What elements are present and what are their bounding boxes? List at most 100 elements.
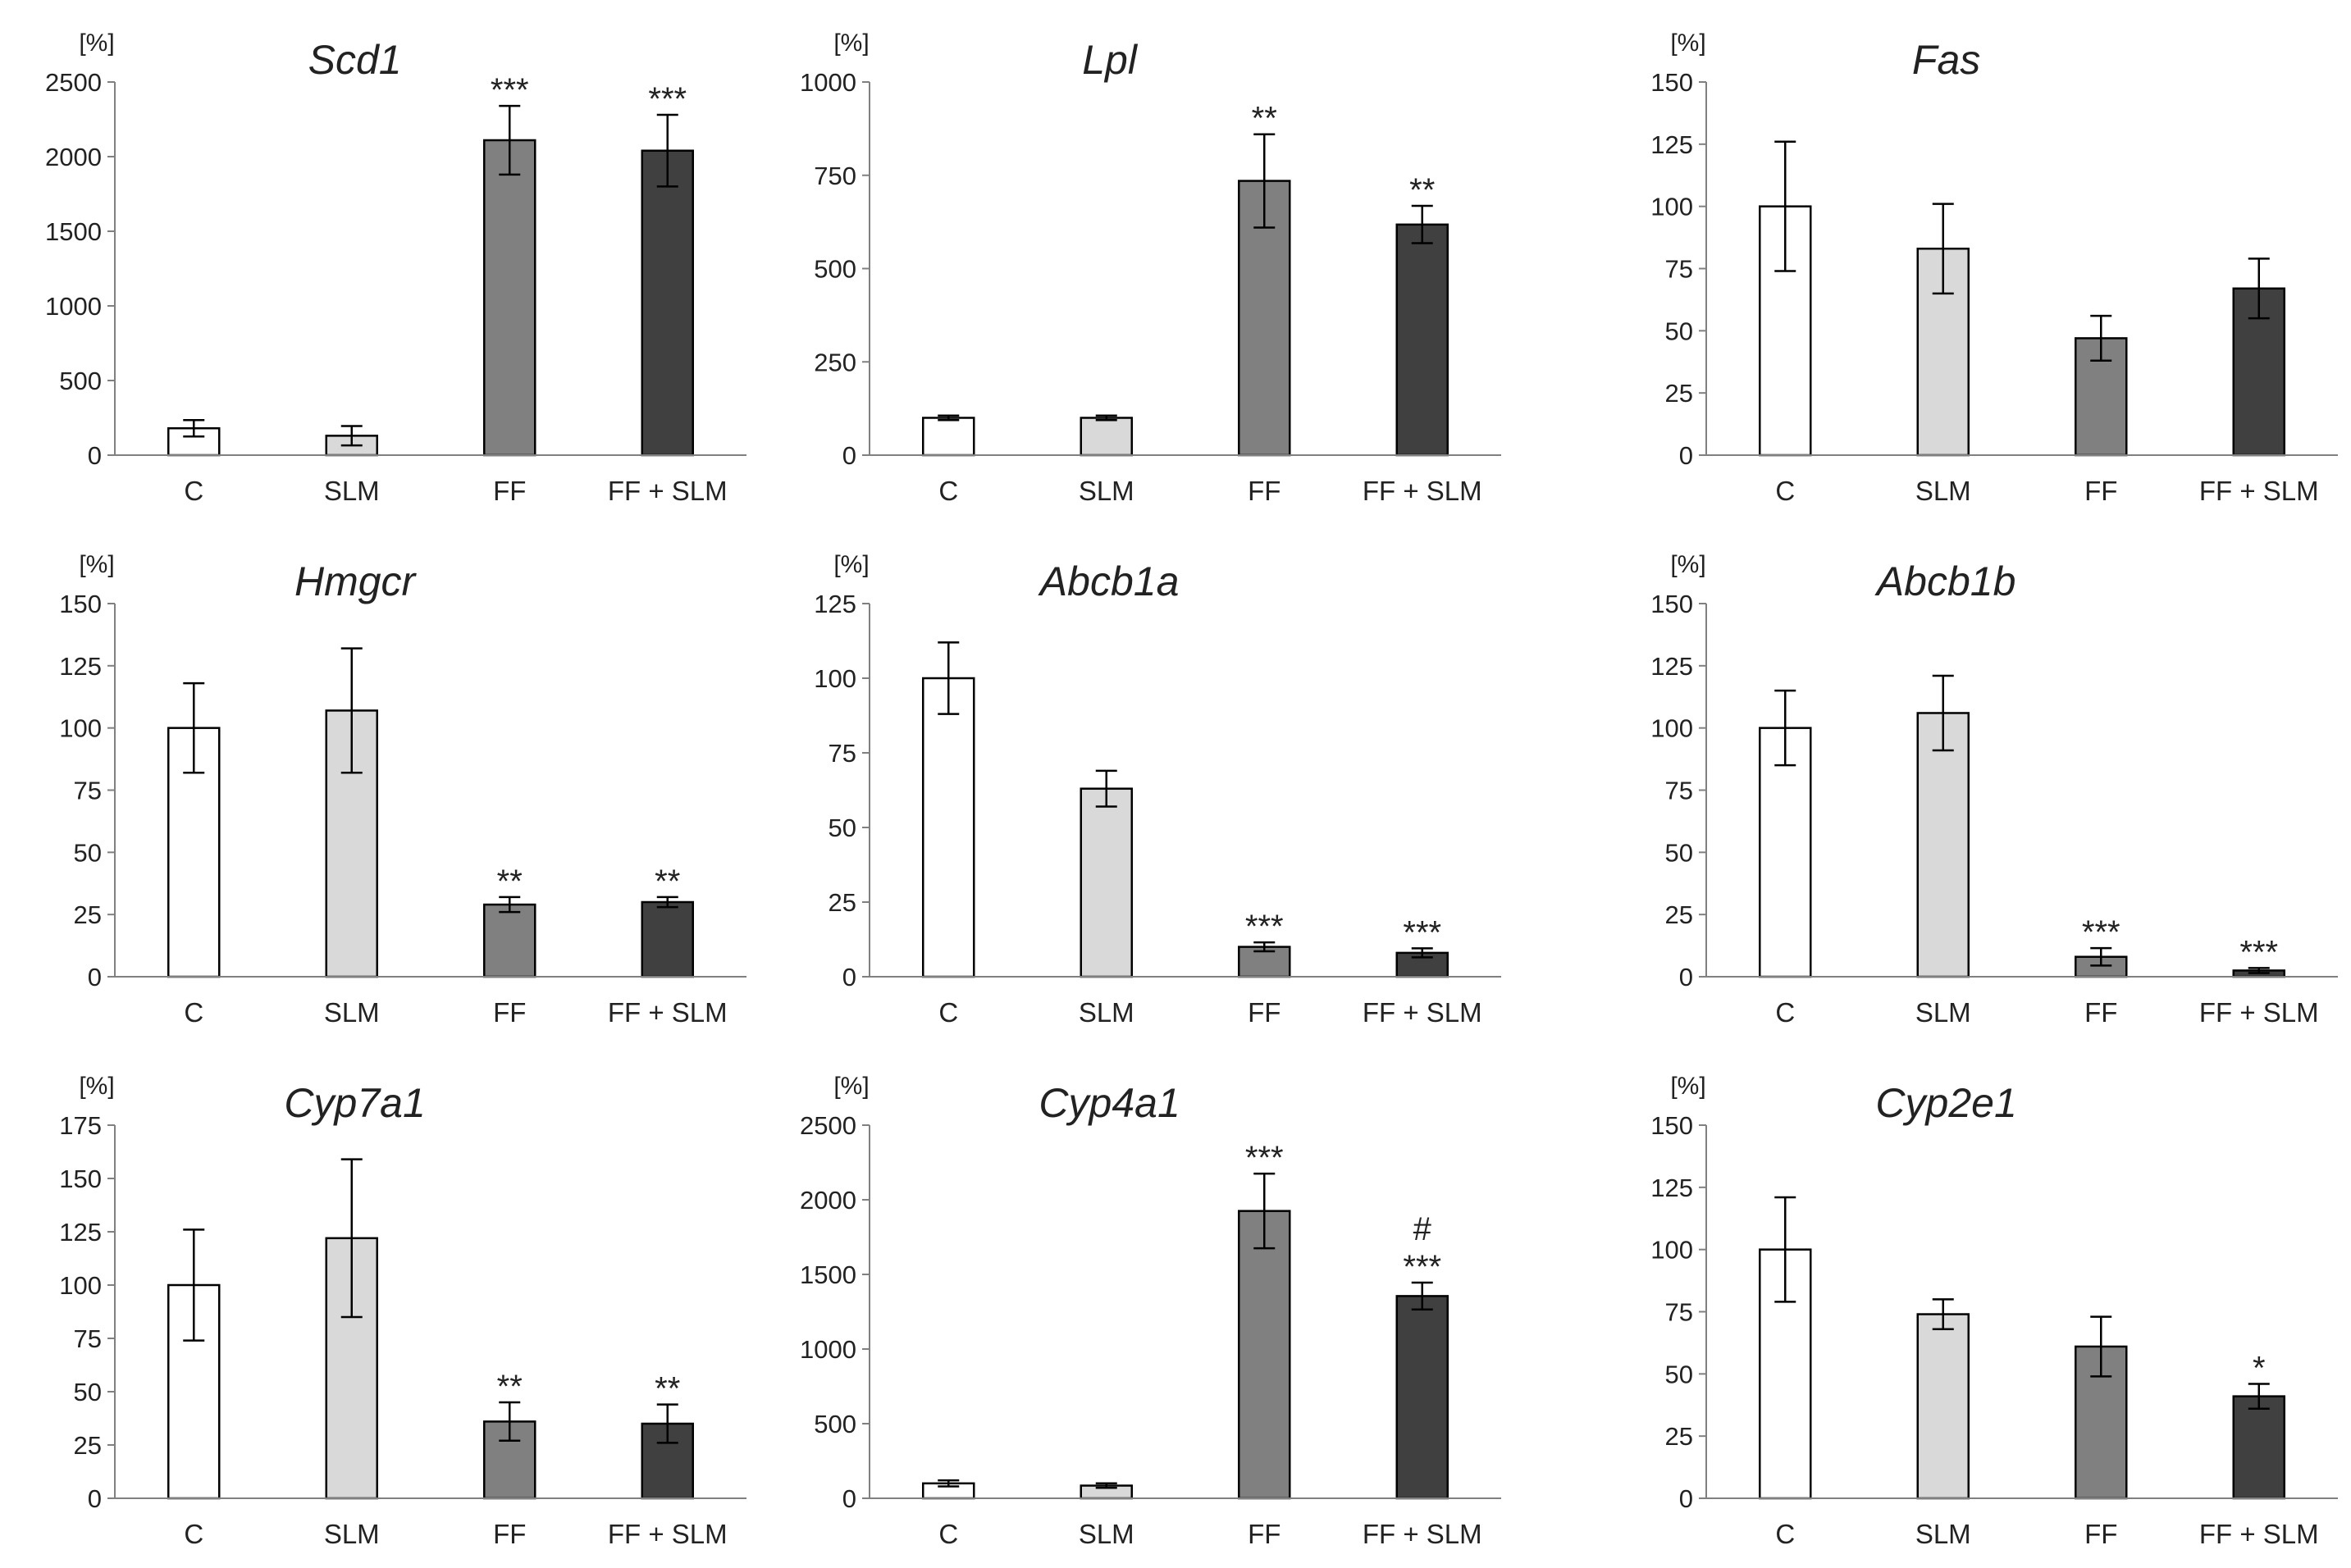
y-tick-label: 75 <box>74 777 102 805</box>
y-tick-label: 25 <box>829 888 856 917</box>
bar <box>483 139 536 457</box>
x-category-label: C <box>184 1519 203 1549</box>
chart-panel-fas: Fas [%] 0 25 50 75 100 125 150 C SLM FF FF + SLM <box>1650 30 2338 506</box>
bar <box>167 1283 221 1500</box>
x-category-label: C <box>1775 1519 1795 1549</box>
y-tick-label: 75 <box>829 739 856 768</box>
bar <box>1238 1210 1291 1500</box>
y-axis-unit-label: [%] <box>833 1073 869 1100</box>
y-tick-label: 2500 <box>45 68 102 97</box>
x-category-label: FF <box>493 997 526 1028</box>
y-tick-label: 2000 <box>800 1186 856 1215</box>
chart-panel-abcb1a: Abcb1a [%] 0 25 50 75 100 125 C SLM *** FF *** FF + S… <box>814 551 1501 1028</box>
chart-title: Cyp7a1 <box>284 1080 425 1126</box>
chart-title: Abcb1b <box>1874 558 2016 604</box>
x-category-label: FF + SLM <box>608 476 728 506</box>
y-axis-unit-label: [%] <box>79 30 114 57</box>
x-category-label: FF + SLM <box>608 1519 728 1549</box>
x-category-label: FF + SLM <box>608 997 728 1028</box>
y-tick-label: 125 <box>1650 652 1693 681</box>
x-category-label: C <box>1775 997 1795 1028</box>
y-tick-label: 750 <box>814 162 856 190</box>
x-category-label: SLM <box>1079 997 1134 1028</box>
x-category-label: SLM <box>1915 997 1971 1028</box>
chart-panel-hmgcr: Hmgcr [%] 0 25 50 75 100 125 150 C SLM ** FF ** FF + S… <box>59 551 746 1028</box>
bar <box>1916 712 1970 978</box>
x-category-label: C <box>938 476 958 506</box>
x-category-label: SLM <box>324 1519 380 1549</box>
y-tick-label: 125 <box>1650 1174 1693 1202</box>
chart-title: Abcb1a <box>1038 558 1180 604</box>
bar <box>1080 417 1133 457</box>
y-tick-label: 100 <box>1650 714 1693 743</box>
secondary-significance-label: # <box>1413 1211 1432 1247</box>
y-tick-label: 125 <box>59 1218 102 1247</box>
bar <box>1759 727 1812 978</box>
chart-title: Cyp4a1 <box>1039 1080 1180 1126</box>
bar <box>641 149 694 457</box>
significance-label: ** <box>497 1369 523 1405</box>
y-tick-label: 2000 <box>45 143 102 171</box>
y-tick-label: 150 <box>1650 1111 1693 1140</box>
y-tick-label: 75 <box>74 1324 102 1353</box>
x-category-label: FF <box>2084 997 2117 1028</box>
x-category-label: FF <box>1248 1519 1280 1549</box>
y-tick-label: 125 <box>59 652 102 681</box>
y-tick-label: 1500 <box>800 1260 856 1289</box>
x-category-label: FF + SLM <box>2199 1519 2319 1549</box>
significance-label: *** <box>2239 934 2278 970</box>
significance-label: ** <box>1252 101 1277 137</box>
x-category-label: C <box>184 997 203 1028</box>
y-tick-label: 1000 <box>45 292 102 321</box>
x-category-label: FF <box>1248 997 1280 1028</box>
y-tick-label: 25 <box>1665 1422 1693 1451</box>
significance-label: *** <box>1403 1249 1441 1285</box>
bar <box>1916 1313 1970 1500</box>
x-category-label: C <box>1775 476 1795 506</box>
y-tick-label: 25 <box>1665 900 1693 929</box>
chart-title: Lpl <box>1082 37 1139 83</box>
y-tick-label: 50 <box>1665 1360 1693 1388</box>
y-axis-unit-label: [%] <box>79 551 114 578</box>
y-tick-label: 150 <box>1650 68 1693 97</box>
y-axis-unit-label: [%] <box>833 551 869 578</box>
bar <box>1395 1295 1449 1500</box>
bar <box>922 677 975 978</box>
y-tick-label: 100 <box>1650 193 1693 221</box>
y-tick-label: 500 <box>814 1410 856 1438</box>
x-category-label: C <box>184 476 203 506</box>
bar <box>641 900 694 978</box>
y-tick-label: 150 <box>59 1165 102 1193</box>
y-tick-label: 500 <box>814 255 856 284</box>
significance-label: *** <box>2082 914 2120 950</box>
chart-title: Hmgcr <box>294 558 418 604</box>
bar <box>1080 787 1133 978</box>
y-axis-unit-label: [%] <box>1670 1073 1705 1100</box>
y-tick-label: 0 <box>1679 1484 1693 1513</box>
y-tick-label: 175 <box>59 1111 102 1140</box>
x-category-label: C <box>938 997 958 1028</box>
y-tick-label: 100 <box>59 1271 102 1300</box>
y-tick-label: 150 <box>1650 590 1693 618</box>
y-tick-label: 50 <box>1665 317 1693 345</box>
y-tick-label: 0 <box>842 1484 856 1513</box>
x-category-label: SLM <box>1915 1519 1971 1549</box>
chart-title: Cyp2e1 <box>1875 1080 2016 1126</box>
chart-panel-cyp7a1: Cyp7a1 [%] 0 25 50 75 100 125 150 175 C SLM ** FF ** FF… <box>59 1073 746 1549</box>
y-tick-label: 500 <box>59 367 102 395</box>
x-category-label: FF + SLM <box>1363 476 1482 506</box>
significance-label: *** <box>1403 914 1441 950</box>
significance-label: *** <box>491 72 529 108</box>
x-category-label: FF <box>493 1519 526 1549</box>
y-tick-label: 25 <box>74 900 102 929</box>
y-tick-label: 50 <box>74 1378 102 1406</box>
significance-label: *** <box>1245 1140 1284 1176</box>
x-category-label: SLM <box>1079 476 1134 506</box>
y-tick-label: 100 <box>1650 1236 1693 1265</box>
x-category-label: SLM <box>1079 1519 1134 1549</box>
bar <box>2232 1395 2285 1500</box>
x-category-label: FF + SLM <box>2199 476 2319 506</box>
x-category-label: FF <box>2084 1519 2117 1549</box>
y-tick-label: 2500 <box>800 1111 856 1140</box>
